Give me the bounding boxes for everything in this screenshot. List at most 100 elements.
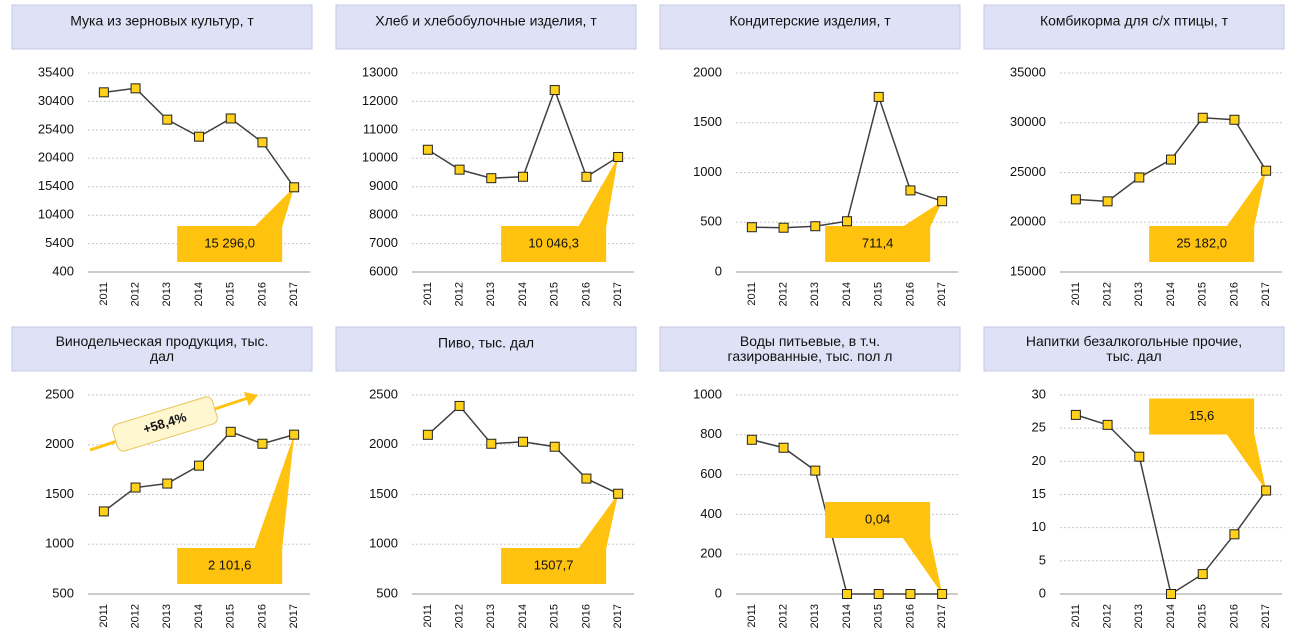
y-tick-label: 35400 xyxy=(38,64,74,79)
y-tick-label: 12000 xyxy=(362,93,398,108)
x-tick-label: 2014 xyxy=(193,282,205,306)
x-tick-label: 2014 xyxy=(517,282,529,306)
x-tick-label: 2011 xyxy=(98,282,110,306)
y-tick-label: 500 xyxy=(700,214,722,229)
y-tick-label: 30400 xyxy=(38,93,74,108)
y-tick-label: 0 xyxy=(1039,585,1046,600)
y-tick-label: 15400 xyxy=(38,178,74,193)
marker xyxy=(98,87,109,98)
marker xyxy=(937,196,948,207)
marker xyxy=(454,400,465,411)
marker xyxy=(581,171,592,182)
callout-pointer xyxy=(1226,170,1267,227)
value-label: 15 296,0 xyxy=(204,235,255,250)
y-tick-label: 25400 xyxy=(38,121,74,136)
marker xyxy=(746,434,757,445)
x-tick-label: 2015 xyxy=(1197,604,1209,628)
chart-title: Воды питьевые, в т.ч. газированные, тыс. … xyxy=(728,333,893,364)
annotation: +58,4% xyxy=(112,396,218,452)
x-tick-label: 2016 xyxy=(256,604,268,628)
callout-pointer xyxy=(254,434,295,549)
x-tick-label: 2013 xyxy=(809,604,821,628)
marker xyxy=(225,426,236,437)
callout-box xyxy=(501,548,607,584)
title-box xyxy=(659,326,961,372)
y-tick-label: 30 xyxy=(1032,386,1046,401)
x-tick-label: 2017 xyxy=(936,604,948,628)
series-line xyxy=(751,94,943,229)
x-tick-label: 2017 xyxy=(1260,282,1272,306)
x-tick-label: 2015 xyxy=(225,604,237,628)
x-tick-label: 2013 xyxy=(485,604,497,628)
y-tick-label: 2000 xyxy=(45,436,74,451)
callout-box xyxy=(501,226,607,262)
y-tick-label: 5 xyxy=(1039,552,1046,567)
x-tick-label: 2015 xyxy=(1197,282,1209,306)
callout-pointer xyxy=(578,156,619,227)
callout-pointer xyxy=(902,536,943,594)
marker xyxy=(937,588,948,599)
x-tick-label: 2011 xyxy=(746,282,758,306)
marker xyxy=(810,221,821,232)
marker xyxy=(518,171,528,182)
marker xyxy=(1166,154,1176,165)
marker xyxy=(454,164,465,175)
x-tick-label: 2016 xyxy=(580,282,592,306)
marker xyxy=(225,113,236,124)
title-box xyxy=(11,4,313,50)
value-label: 25 182,0 xyxy=(1176,235,1227,250)
value-label: 10 046,3 xyxy=(528,235,579,250)
x-tick-label: 2011 xyxy=(1070,604,1082,628)
y-tick-label: 800 xyxy=(700,426,722,441)
marker xyxy=(422,144,433,155)
y-tick-label: 0 xyxy=(715,585,722,600)
value-label: 711,4 xyxy=(862,235,894,250)
annotation-box xyxy=(112,396,218,452)
y-tick-label: 1000 xyxy=(45,536,74,551)
x-tick-label: 2016 xyxy=(904,282,916,306)
x-tick-label: 2012 xyxy=(1101,282,1113,306)
x-tick-label: 2014 xyxy=(841,282,853,306)
marker xyxy=(549,85,560,96)
marker xyxy=(746,222,757,233)
x-tick-label: 2013 xyxy=(1133,282,1145,306)
marker xyxy=(1261,165,1272,176)
marker xyxy=(549,441,560,452)
y-tick-label: 7000 xyxy=(369,235,398,250)
y-tick-label: 20 xyxy=(1032,453,1046,468)
marker xyxy=(873,91,884,102)
x-tick-label: 2014 xyxy=(1165,282,1177,306)
y-tick-label: 2000 xyxy=(693,64,722,79)
y-tick-label: 6000 xyxy=(369,263,398,278)
marker xyxy=(1102,196,1113,207)
y-tick-label: 200 xyxy=(700,546,722,561)
y-tick-label: 1500 xyxy=(693,114,722,129)
y-tick-label: 10 xyxy=(1032,519,1046,534)
y-tick-label: 2500 xyxy=(369,386,398,401)
marker xyxy=(194,131,204,142)
marker xyxy=(613,488,624,499)
y-tick-label: 600 xyxy=(700,466,722,481)
x-tick-label: 2017 xyxy=(288,604,300,628)
x-tick-label: 2016 xyxy=(904,604,916,628)
marker xyxy=(905,185,916,196)
marker xyxy=(1166,589,1176,599)
callout-box xyxy=(1149,398,1255,435)
x-tick-label: 2015 xyxy=(873,604,885,628)
x-tick-label: 2013 xyxy=(809,282,821,306)
y-tick-label: 1000 xyxy=(693,164,722,179)
y-tick-label: 11000 xyxy=(363,121,398,136)
marker xyxy=(1229,114,1240,125)
value-label: 0,04 xyxy=(865,511,890,526)
x-tick-label: 2017 xyxy=(936,282,948,306)
marker xyxy=(518,436,528,447)
marker xyxy=(581,473,592,484)
marker xyxy=(162,478,173,489)
y-tick-label: 9000 xyxy=(369,178,398,193)
x-tick-label: 2017 xyxy=(612,604,624,628)
y-tick-label: 30000 xyxy=(1010,114,1046,129)
x-tick-label: 2011 xyxy=(746,604,758,628)
marker xyxy=(842,216,852,227)
